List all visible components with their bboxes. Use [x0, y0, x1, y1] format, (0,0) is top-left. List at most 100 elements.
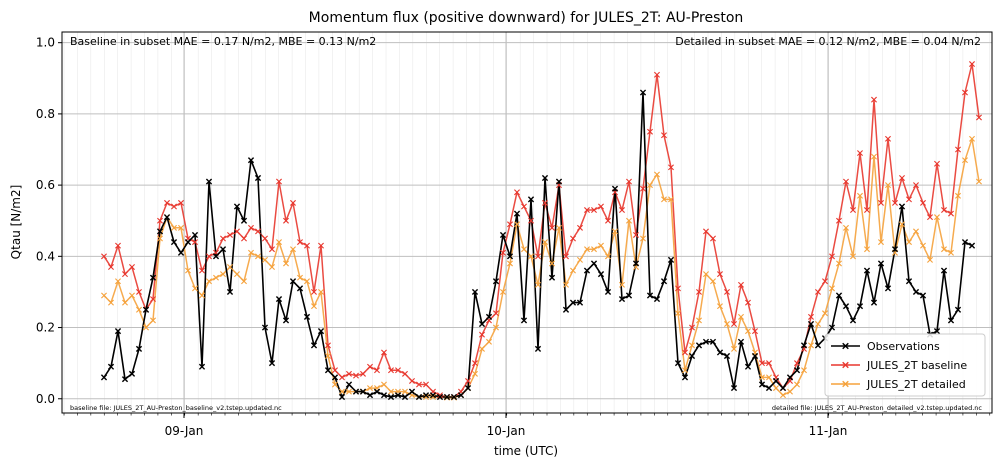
data-point: [416, 381, 422, 388]
data-point: [164, 199, 170, 206]
data-point: [213, 274, 219, 281]
data-point: [199, 292, 205, 299]
data-point: [717, 271, 723, 278]
data-point: [856, 303, 864, 310]
data-point: [871, 153, 877, 160]
data-point: [156, 228, 164, 235]
x-tick-label: 11-Jan: [809, 424, 848, 438]
data-point: [493, 310, 499, 317]
data-point: [514, 221, 520, 228]
data-point: [136, 306, 142, 313]
data-point: [864, 207, 870, 214]
data-point: [933, 328, 941, 335]
data-point: [304, 242, 310, 249]
data-point: [514, 189, 520, 196]
data-point: [878, 199, 884, 206]
data-point: [423, 381, 429, 388]
data-point: [198, 363, 206, 370]
x-tick-label: 09-Jan: [165, 424, 204, 438]
data-point: [688, 352, 696, 360]
data-point: [241, 278, 247, 285]
data-point: [150, 296, 156, 303]
data-point: [185, 267, 191, 274]
data-point: [584, 207, 590, 214]
data-point: [913, 228, 919, 235]
data-point: [828, 324, 836, 331]
plot-frame: [61, 31, 993, 414]
data-point: [493, 324, 499, 331]
data-point: [381, 381, 387, 388]
data-point: [948, 249, 954, 256]
data-point: [465, 377, 471, 384]
data-point: [955, 192, 961, 199]
data-point: [633, 231, 639, 238]
data-point: [675, 285, 681, 292]
data-point: [247, 157, 255, 164]
data-point: [408, 388, 416, 395]
data-point: [373, 388, 381, 395]
data-point: [429, 392, 437, 399]
data-point: [717, 303, 723, 310]
data-point: [282, 317, 290, 324]
data-point: [199, 267, 205, 274]
data-point: [290, 246, 296, 253]
data-point: [324, 367, 332, 374]
data-point: [716, 349, 724, 356]
data-point: [590, 260, 598, 267]
data-point: [171, 224, 177, 231]
data-point: [472, 360, 478, 367]
data-point: [395, 367, 401, 374]
data-point: [422, 392, 430, 399]
data-point: [801, 367, 807, 374]
data-point: [240, 217, 248, 224]
data-point: [780, 392, 786, 399]
data-point: [248, 224, 254, 231]
data-point: [759, 374, 765, 381]
data-point: [227, 264, 233, 270]
data-point: [339, 374, 345, 381]
data-point: [884, 285, 892, 292]
data-point: [850, 207, 856, 214]
data-point: [619, 207, 625, 214]
data-point: [402, 370, 408, 377]
data-point: [500, 288, 506, 295]
data-point: [724, 288, 730, 295]
data-point: [212, 253, 220, 260]
data-point: [702, 338, 710, 345]
data-point: [332, 381, 338, 388]
data-point: [535, 253, 541, 260]
data-point: [899, 175, 905, 181]
data-point: [710, 278, 716, 285]
data-point: [206, 278, 212, 285]
data-point: [941, 207, 947, 214]
data-point: [689, 324, 695, 331]
data-point: [192, 239, 198, 246]
data-point: [667, 256, 675, 263]
data-point: [563, 253, 569, 260]
data-point: [535, 281, 541, 288]
data-point: [310, 342, 318, 349]
data-point: [296, 285, 304, 292]
data-point: [899, 221, 905, 228]
data-point: [674, 360, 682, 367]
data-point: [115, 278, 121, 285]
data-point: [486, 338, 492, 345]
data-point: [612, 228, 618, 235]
data-point: [143, 324, 149, 331]
legend-marker: [842, 361, 849, 369]
data-point: [345, 381, 353, 388]
data-point: [401, 393, 409, 401]
data-point: [289, 278, 297, 285]
data-point: [850, 253, 856, 260]
data-point: [339, 388, 345, 395]
data-point: [976, 114, 982, 121]
data-point: [352, 388, 360, 395]
data-point: [654, 71, 660, 78]
data-point: [520, 317, 528, 324]
data-point: [556, 224, 562, 231]
data-point: [744, 363, 752, 370]
data-point: [366, 392, 374, 399]
data-point: [829, 253, 835, 260]
data-point: [206, 253, 212, 260]
data-point: [108, 299, 114, 306]
